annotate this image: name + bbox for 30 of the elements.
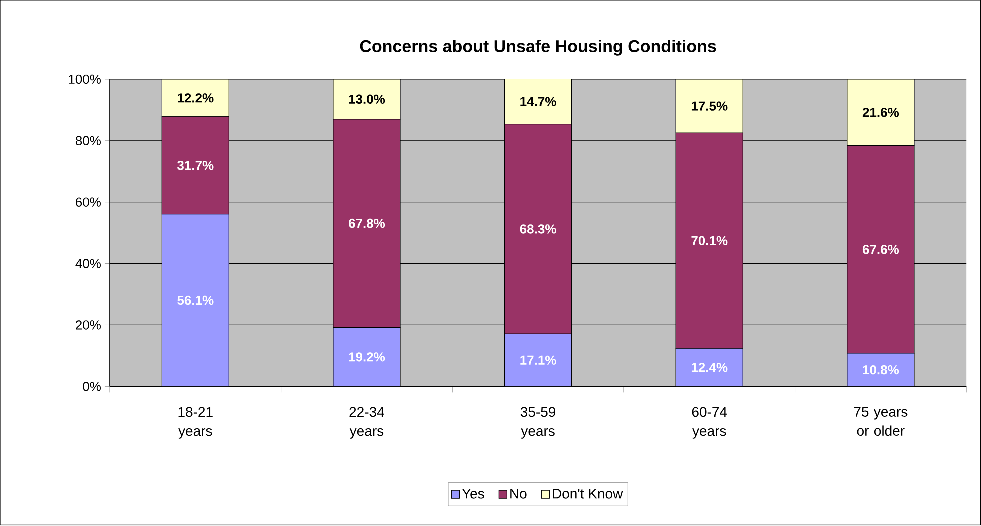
data-label: 70.1% xyxy=(692,236,728,246)
data-label: 10.8% xyxy=(863,366,900,375)
data-label: 14.7% xyxy=(520,97,556,106)
data-label: 67.6% xyxy=(862,245,900,254)
data-label: 67.8% xyxy=(348,219,386,228)
y-tick-label: 0% xyxy=(83,382,101,392)
x-tick-label: 35-59 years xyxy=(520,407,556,440)
data-label: 68.3% xyxy=(520,224,556,234)
x-tick-label: 22-34 years xyxy=(350,407,384,440)
y-tick-label: 20% xyxy=(76,320,101,330)
y-tick-label: 80% xyxy=(76,136,101,146)
y-tick-label: 60% xyxy=(76,198,101,208)
chart-title: Concerns about Unsafe Housing Conditions xyxy=(360,40,716,56)
y-tick-label: 40% xyxy=(76,259,101,269)
x-tick-label: 60-74 years xyxy=(692,407,728,440)
x-tick-label: 75 years or older xyxy=(854,407,908,436)
data-label: 21.6% xyxy=(862,108,900,118)
y-tick-label: 100% xyxy=(69,75,101,84)
legend-label: No xyxy=(510,489,527,499)
data-label: 12.2% xyxy=(178,94,214,103)
legend-label: Don't Know xyxy=(553,489,624,499)
data-label: 17.1% xyxy=(520,356,556,366)
legend-label: Yes xyxy=(462,489,484,499)
data-label: 19.2% xyxy=(349,352,386,362)
data-label: 13.0% xyxy=(349,94,386,104)
data-label: 17.5% xyxy=(692,102,728,112)
data-label: 56.1% xyxy=(178,296,214,306)
x-tick-label: 18-21 years xyxy=(178,407,213,440)
data-label: 31.7% xyxy=(177,161,214,170)
data-label: 12.4% xyxy=(692,363,728,372)
